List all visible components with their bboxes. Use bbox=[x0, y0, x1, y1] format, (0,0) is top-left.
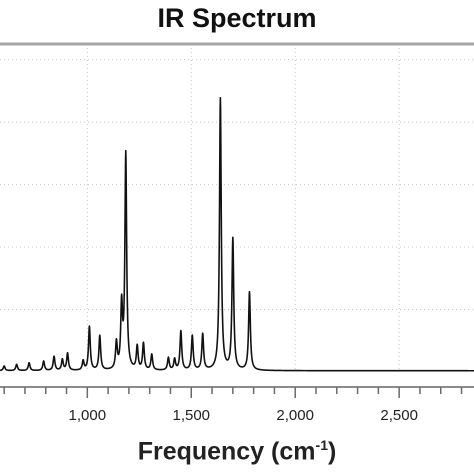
chart-title: IR Spectrum bbox=[157, 3, 317, 33]
grid-lines bbox=[0, 44, 474, 372]
x-axis-ticks: 1,000 1,500 2,000 2,500 bbox=[3, 387, 463, 424]
x-axis-label-text: Frequency (cm bbox=[137, 437, 316, 466]
series-layer bbox=[0, 96, 474, 372]
x-tick-label-3: 2,500 bbox=[380, 407, 418, 424]
x-tick-label-1: 1,500 bbox=[172, 407, 210, 424]
x-axis-label-close: ) bbox=[327, 437, 337, 466]
x-axis-label: Frequency (cm-1) bbox=[0, 437, 474, 466]
x-axis-label-superscript: -1 bbox=[315, 437, 328, 453]
spectrum-line-0 bbox=[0, 96, 474, 372]
plot-frame bbox=[0, 42, 474, 388]
x-tick-label-0: 1,000 bbox=[69, 407, 107, 424]
x-tick-label-2: 2,000 bbox=[276, 407, 314, 424]
